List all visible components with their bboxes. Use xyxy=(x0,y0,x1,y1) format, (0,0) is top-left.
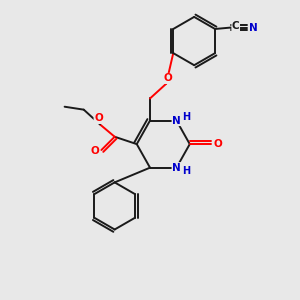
Text: H: H xyxy=(182,112,190,122)
Text: O: O xyxy=(94,113,103,124)
Text: O: O xyxy=(213,139,222,149)
Text: O: O xyxy=(163,74,172,83)
Text: N: N xyxy=(249,22,258,32)
Text: C: C xyxy=(232,21,239,31)
Text: H: H xyxy=(182,166,190,176)
Text: O: O xyxy=(91,146,99,157)
Text: N: N xyxy=(172,116,181,126)
Text: N: N xyxy=(172,163,181,173)
